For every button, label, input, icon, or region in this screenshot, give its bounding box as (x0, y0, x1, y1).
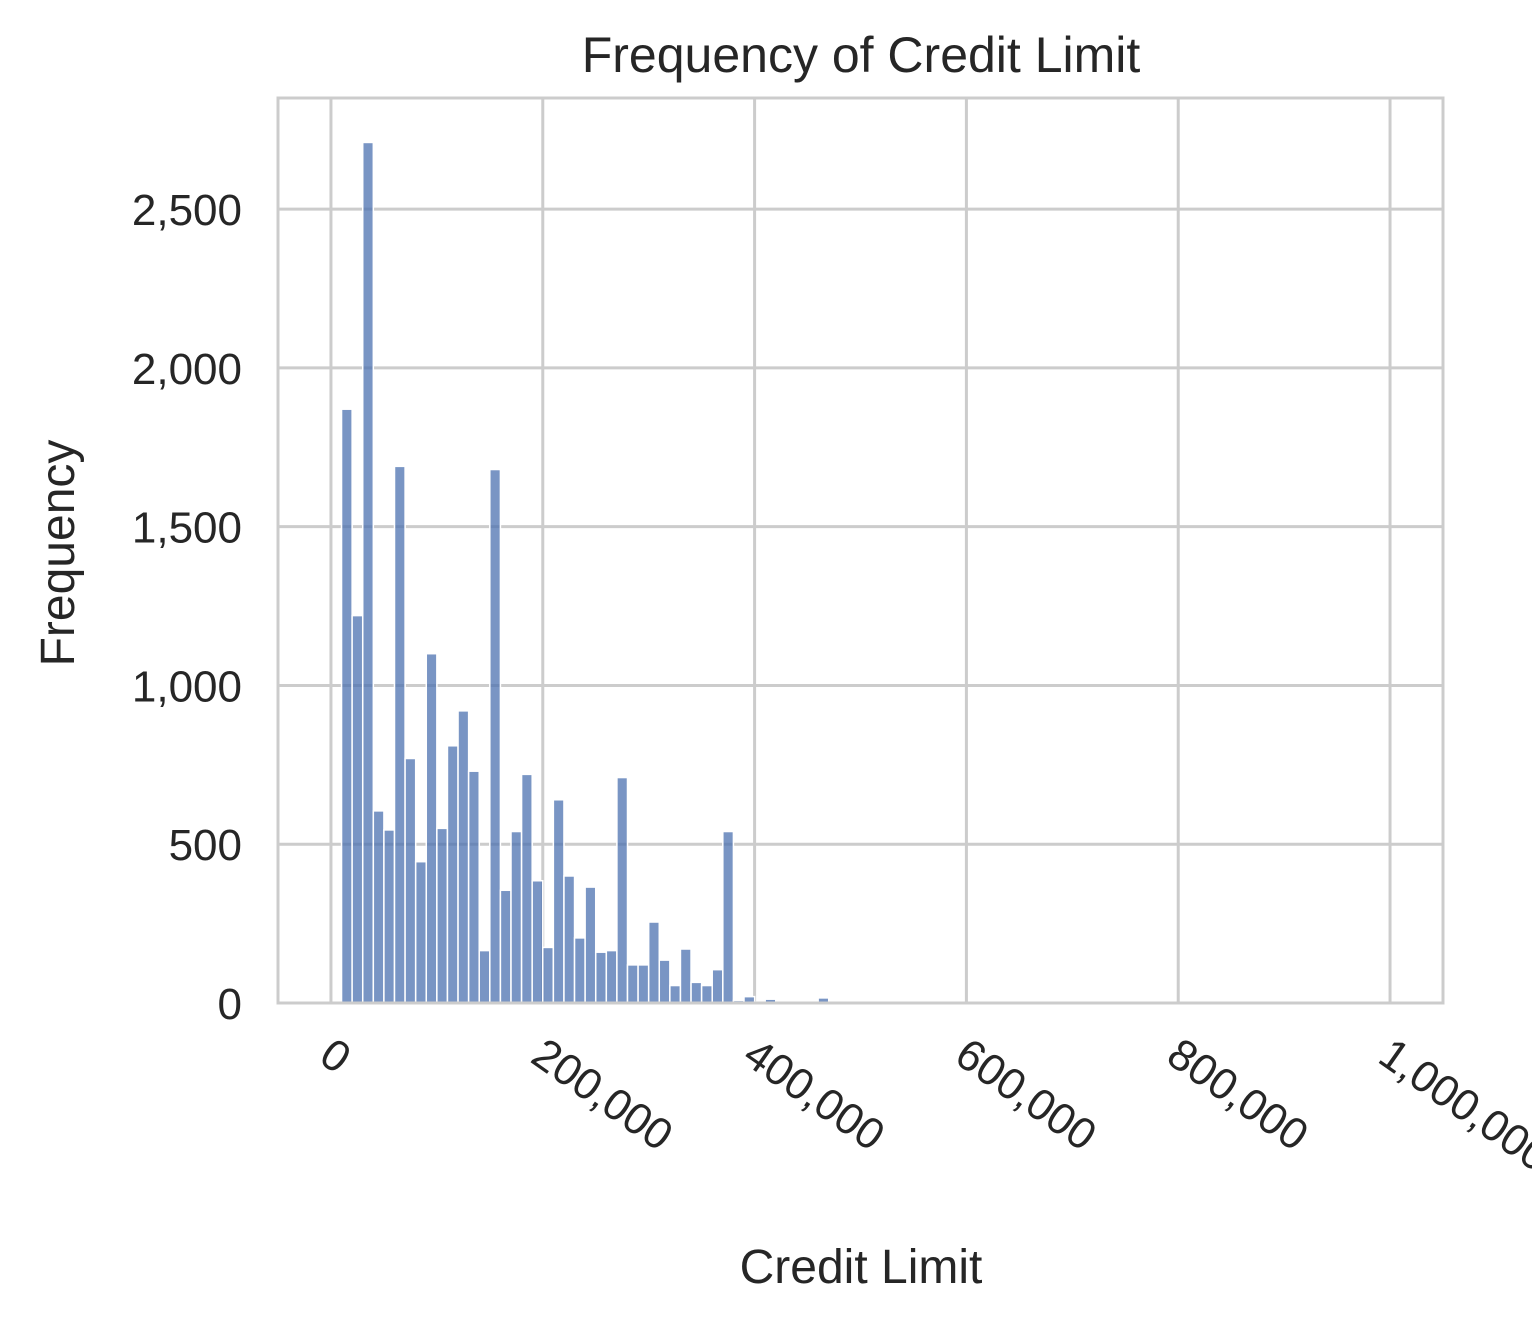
histogram-bar (437, 828, 448, 1003)
histogram-bar (606, 951, 617, 1003)
histogram-bar (522, 774, 533, 1003)
histogram-bar (352, 616, 363, 1003)
histogram-bar (553, 800, 564, 1003)
histogram-bar (617, 778, 628, 1003)
y-tick-label: 1,000 (132, 662, 242, 711)
histogram-bar (638, 965, 649, 1003)
histogram-bar (723, 832, 734, 1003)
x-tick-label: 1,000,000 (1370, 1029, 1532, 1181)
y-tick-label: 0 (218, 980, 242, 1029)
histogram-bar (342, 409, 353, 1003)
histogram-bar (511, 832, 522, 1003)
chart-title: Frequency of Credit Limit (582, 27, 1141, 83)
y-tick-label: 500 (169, 821, 242, 870)
histogram-bar (628, 965, 639, 1003)
histogram-bar (596, 952, 607, 1003)
y-tick-label: 2,500 (132, 186, 242, 235)
histogram-bar (395, 466, 406, 1003)
x-tick-label: 0 (311, 1029, 359, 1083)
histogram-bar (479, 951, 490, 1003)
histogram-bars (342, 142, 1306, 1003)
y-tick-label: 2,000 (132, 345, 242, 394)
histogram-bar (447, 746, 458, 1003)
x-tick-label: 600,000 (947, 1029, 1105, 1160)
histogram-bar (469, 771, 480, 1003)
histogram-bar (416, 862, 427, 1003)
histogram-bar (649, 922, 660, 1003)
histogram-bar (363, 142, 374, 1003)
histogram-bar (659, 960, 670, 1003)
x-axis-label: Credit Limit (740, 1241, 983, 1294)
histogram-bar (670, 986, 681, 1003)
histogram-bar (543, 947, 554, 1003)
histogram-bar (500, 890, 511, 1003)
histogram-bar (458, 711, 469, 1003)
y-tick-label: 1,500 (132, 504, 242, 553)
y-axis-label: Frequency (32, 440, 85, 667)
x-tick-label: 400,000 (735, 1029, 893, 1160)
histogram-bar (712, 970, 723, 1003)
histogram-bar (575, 938, 586, 1003)
histogram-bar (680, 949, 691, 1003)
histogram-bar (564, 876, 575, 1003)
histogram-bar (405, 758, 416, 1003)
histogram-bar (532, 881, 543, 1003)
histogram-bar (702, 986, 713, 1003)
x-tick-label: 200,000 (523, 1029, 681, 1160)
x-tick-label: 800,000 (1158, 1029, 1316, 1160)
histogram-bar (691, 982, 702, 1003)
histogram-bar (373, 811, 384, 1003)
histogram-bar (384, 830, 395, 1003)
histogram-bar (490, 470, 501, 1003)
histogram-bar (426, 654, 437, 1003)
histogram-bar (585, 887, 596, 1003)
